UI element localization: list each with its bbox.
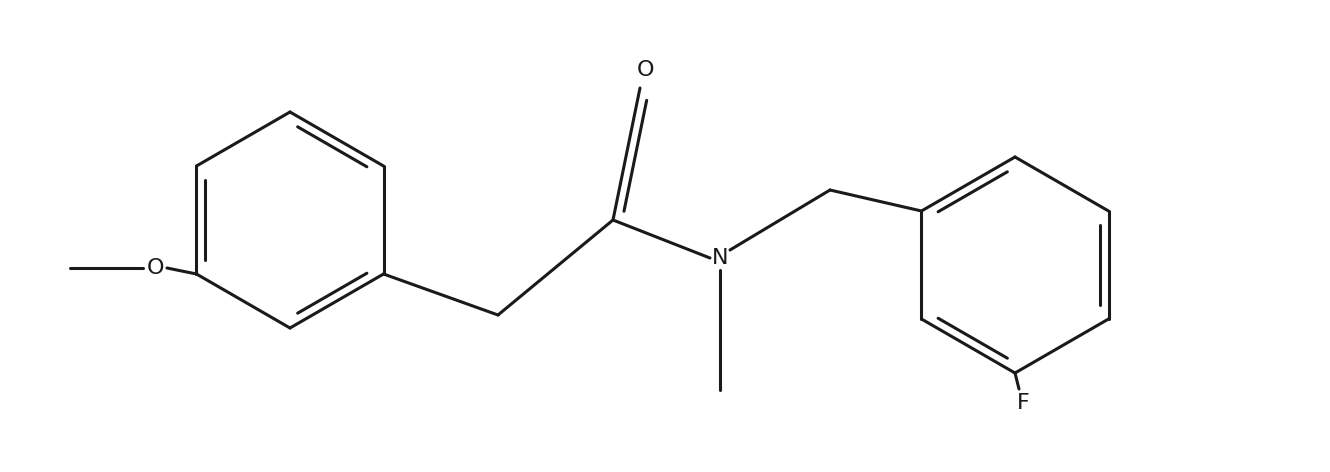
Text: O: O xyxy=(146,258,164,278)
Text: F: F xyxy=(1016,393,1029,413)
Text: O: O xyxy=(636,60,654,80)
Text: N: N xyxy=(712,248,729,268)
